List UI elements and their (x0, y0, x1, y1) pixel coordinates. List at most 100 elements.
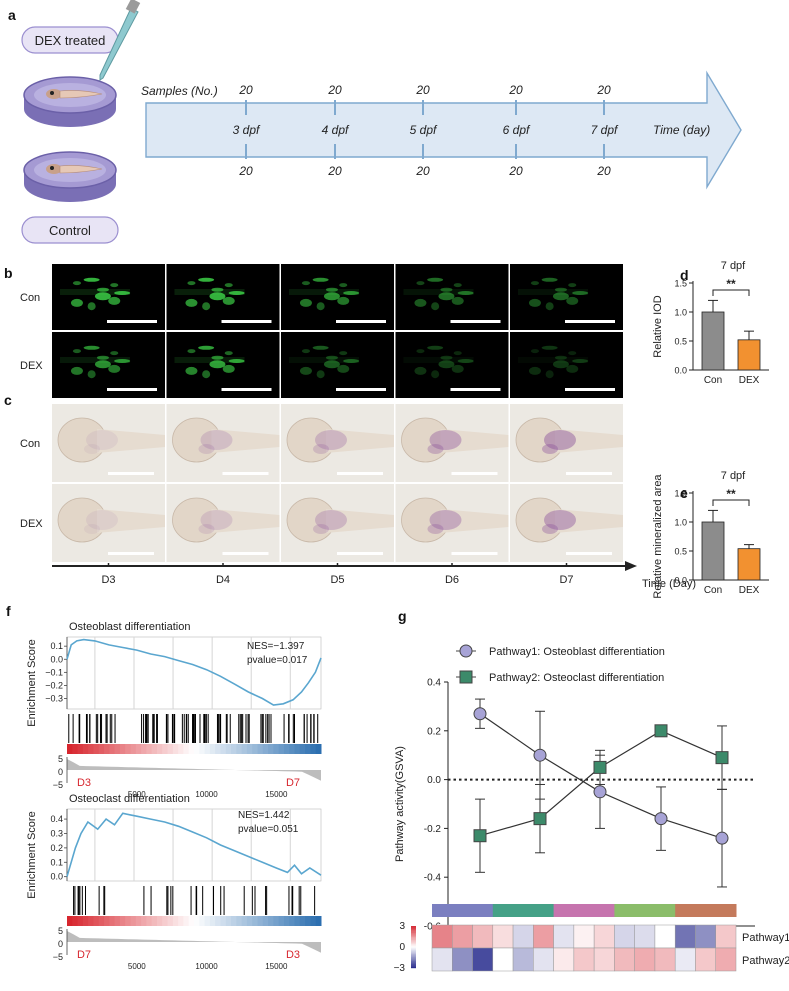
panel-e-ytick-label: 0.5 (674, 547, 687, 557)
control-dish-larva-head (46, 164, 62, 174)
panel-f1-rank-color (315, 744, 322, 754)
stain-glow (289, 289, 359, 295)
color-scale-segment (411, 931, 416, 934)
color-scale-segment (411, 944, 416, 946)
stain-spot (299, 366, 312, 375)
mineral-stain (315, 430, 347, 450)
panel-f1-rank-color (162, 744, 169, 754)
mineral-stain (429, 510, 462, 530)
color-scale-segment (411, 952, 416, 955)
color-scale-segment (411, 934, 416, 936)
panel-f2-rank-color (315, 916, 322, 926)
panel-f1-rank-color (67, 744, 73, 754)
row-label-con: Con (20, 438, 40, 450)
panel-e-significance: ** (726, 487, 736, 501)
stain-spot (224, 283, 233, 288)
panel-d-ytick-label: 1.5 (674, 279, 687, 289)
timepoint-label: 5 dpf (410, 123, 438, 137)
series-line-pathway2 (479, 730, 723, 837)
timeline-arrow (145, 70, 742, 190)
color-scale-segment (411, 930, 416, 932)
stain-spot (431, 370, 440, 379)
scale-bar (565, 388, 615, 391)
fluorescence-image (166, 264, 280, 330)
panel-f1-rank-color (289, 744, 296, 754)
stain-spot (110, 351, 119, 356)
panel-f1-rank-color (231, 744, 237, 754)
color-scale-label: 3 (399, 921, 405, 932)
alizarin-image (281, 484, 394, 562)
panel-e-ytick-label: 1.0 (674, 518, 687, 528)
heatmap-cell (472, 924, 494, 949)
timepoint-label: 7 dpf (591, 123, 619, 137)
stain-spot (457, 291, 474, 295)
panel-e-significance-bracket (712, 499, 750, 506)
stain-spot (440, 287, 453, 292)
panel-g-ytick-label: -0.2 (424, 824, 442, 835)
panel-f2-rank-tick-label: 5 (58, 926, 63, 936)
heatmap-cell (533, 924, 554, 949)
scale-bar (451, 552, 498, 555)
panel-label-b: b (4, 265, 13, 281)
panel-f1-rank-color (241, 744, 248, 754)
panel-f1-rank-color (268, 744, 274, 754)
panel-f2-rank-color (252, 916, 258, 926)
sample-count-bottom: 20 (238, 164, 253, 178)
fluorescence-image (510, 264, 623, 330)
stain-spot (453, 283, 462, 288)
color-scale-segment (411, 933, 416, 935)
fluorescence-image (52, 264, 165, 330)
heatmap-cell (715, 947, 737, 972)
stain-spot (568, 283, 577, 288)
panel-f2-rank-color (82, 916, 89, 926)
panel-f1-rank-color (257, 744, 264, 754)
pathway1-point (473, 707, 487, 721)
panel-f2-rank-color (273, 916, 280, 926)
time-axis-arrowhead (625, 561, 637, 571)
panel-f2-ytick-label: 0.2 (50, 843, 63, 853)
scale-bar (222, 472, 269, 475)
panel-f2-rank-color (135, 916, 142, 926)
heatmap-cell (512, 924, 534, 949)
stain-spot (83, 277, 100, 282)
panel-f2-ytick-label: 0.3 (50, 828, 63, 838)
pathway2-point (654, 724, 668, 738)
panel-f2-xtick-label: 15000 (265, 962, 288, 971)
stain-spot (72, 349, 81, 354)
panel-f2-ytick-label: 0.4 (50, 814, 63, 824)
panel-f2-rank-color (188, 916, 195, 926)
sample-count-bottom: 20 (508, 164, 523, 178)
row-label-dex: DEX (20, 360, 43, 372)
stain-spot (185, 298, 198, 307)
time-label: Time (day) (653, 123, 710, 137)
panel-f2-rank-color (305, 916, 311, 926)
panel-f1-xtick-label: 5000 (128, 790, 146, 799)
panel-f2-rank-color (204, 916, 211, 926)
stain-spot (316, 302, 325, 311)
control-dish-larva-eye (50, 166, 54, 170)
fluorescence-image (281, 332, 394, 398)
mineral-stain (198, 524, 215, 534)
panel-f1-rank-color (130, 744, 137, 754)
panel-f2-rank-color (220, 916, 227, 926)
color-scale-label: 0 (399, 942, 405, 953)
mineral-stain (542, 524, 558, 534)
control-label: Control (49, 223, 91, 238)
panel-f2-rank-color (146, 916, 153, 926)
stain-spot (83, 345, 100, 350)
panel-d-ylabel: Relative IOD (652, 295, 664, 357)
alizarin-image (510, 484, 623, 562)
panel-f2-rank-color (183, 916, 190, 926)
stain-spot (541, 345, 558, 350)
stain-spot (70, 366, 83, 375)
panel-f1-rank-color (172, 744, 179, 754)
panel-f2-rank-color (236, 916, 243, 926)
sample-count-bottom: 20 (415, 164, 430, 178)
timepoint-label: 3 dpf (233, 123, 261, 137)
stain-spot (568, 351, 577, 356)
mineral-stain (198, 444, 215, 454)
scale-bar (566, 472, 612, 475)
panel-f1-ranked-list (67, 759, 321, 781)
sample-count-top: 20 (508, 83, 523, 97)
panel-f1-rank-color (310, 744, 317, 754)
